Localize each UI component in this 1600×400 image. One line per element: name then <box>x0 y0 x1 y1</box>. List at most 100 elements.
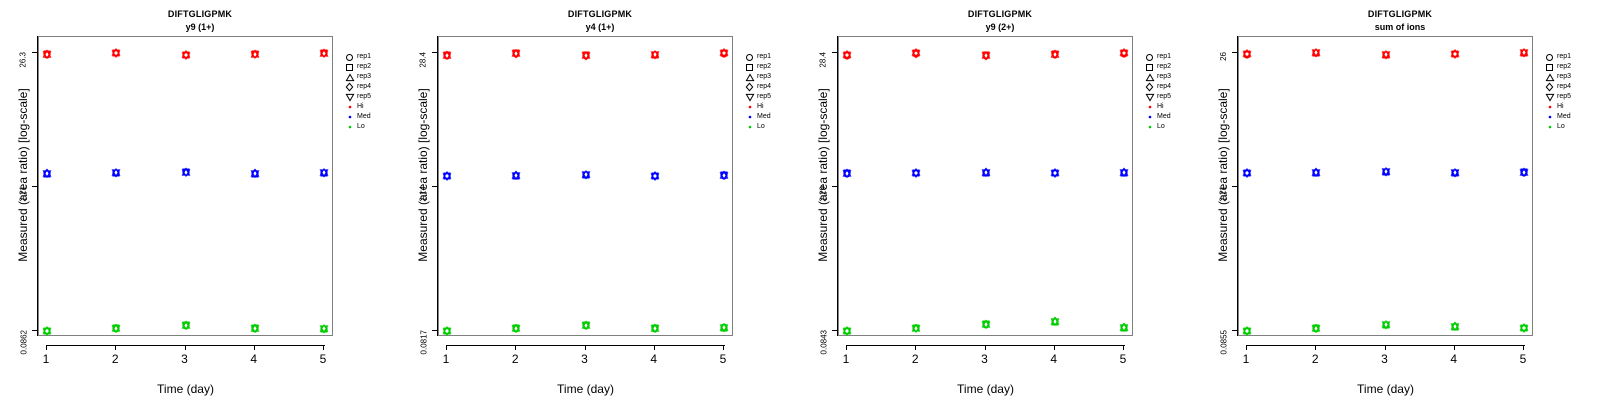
dot-icon <box>1144 122 1155 132</box>
x-tick-label: 1 <box>1242 352 1250 366</box>
plot-area <box>1238 36 1533 336</box>
x-axis-label: Time (day) <box>557 382 614 396</box>
data-point <box>1119 169 1129 178</box>
triangle-down-icon <box>1544 92 1555 102</box>
data-point <box>911 170 921 178</box>
diamond-icon <box>1544 82 1555 92</box>
y-axis-line <box>437 36 438 336</box>
x-axis-tick <box>1123 345 1124 350</box>
data-point <box>1519 325 1529 333</box>
dot-icon <box>1144 102 1155 112</box>
legend-item: rep5 <box>744 92 771 102</box>
square-icon <box>1544 62 1555 72</box>
y-tick-label: 26 <box>1219 52 1228 61</box>
y-tick-label: 0.0817 <box>419 330 428 355</box>
legend-item-label: Hi <box>757 103 764 110</box>
triangle-icon <box>1544 72 1555 82</box>
legend-item: Lo <box>1144 122 1171 132</box>
x-tick-label: 4 <box>1450 352 1458 366</box>
data-point <box>1050 170 1060 178</box>
dot-icon <box>744 122 755 132</box>
y-tick-mark <box>432 330 437 331</box>
data-point <box>1450 168 1460 176</box>
plot-area <box>438 36 733 336</box>
x-tick-label: 5 <box>319 352 327 366</box>
legend-item: Hi <box>1144 102 1171 112</box>
x-tick-label: 3 <box>581 352 588 366</box>
x-axis-line <box>846 345 1125 346</box>
panel-title: DIFTGLIGPMK <box>967 9 1033 19</box>
legend-item: rep1 <box>744 52 771 62</box>
data-point <box>842 327 852 336</box>
legend-item: rep3 <box>344 72 371 82</box>
x-axis-label: Time (day) <box>1357 382 1414 396</box>
panel-title: DIFTGLIGPMK <box>1367 9 1433 19</box>
diamond-icon <box>1144 82 1155 92</box>
data-point <box>911 323 921 332</box>
legend-item-label: rep2 <box>757 63 772 70</box>
x-axis-tick <box>1053 345 1055 350</box>
dot-icon <box>344 112 355 122</box>
data-point <box>1519 49 1529 58</box>
data-point <box>911 325 921 333</box>
legend-item: Lo <box>344 122 371 132</box>
data-point <box>1311 323 1321 332</box>
data-point <box>250 323 260 332</box>
chart-panel: DIFTGLIGPMK sum of ions Measured (area rat… <box>1200 0 1600 400</box>
data-point <box>842 168 852 177</box>
legend-item: rep4 <box>1144 82 1171 92</box>
legend-item-label: Lo <box>1557 123 1565 130</box>
data-point <box>42 326 52 334</box>
plot-area <box>38 36 333 336</box>
data-point <box>1381 321 1390 330</box>
data-point <box>650 323 660 332</box>
legend-item: Hi <box>344 102 371 112</box>
triangle-down-icon <box>344 92 355 102</box>
data-point <box>1119 167 1129 176</box>
diamond-icon <box>344 82 355 92</box>
data-point <box>842 52 852 61</box>
y-axis-label: Measured (area ratio) [log-scale] <box>416 88 430 262</box>
data-point <box>581 52 590 61</box>
x-axis-label: Time (day) <box>157 382 214 396</box>
legend-item-label: Med <box>1557 113 1571 120</box>
x-axis-tick <box>446 345 447 350</box>
legend-item-label: rep4 <box>357 83 372 90</box>
chart-panel: DIFTGLIGPMK y9 (2+) Measured (area ratio) … <box>800 0 1200 400</box>
legend-item: Med <box>744 112 771 122</box>
data-point <box>1050 49 1060 58</box>
y-axis-label: Measured (area ratio) [log-scale] <box>816 88 830 262</box>
data-point <box>581 50 590 59</box>
data-point <box>111 323 121 332</box>
data-point <box>319 169 329 178</box>
x-tick-label: 5 <box>1519 352 1527 366</box>
data-point <box>319 325 329 334</box>
legend-item: rep2 <box>744 62 771 72</box>
triangle-down-icon <box>744 92 755 102</box>
data-point <box>719 172 729 180</box>
data-point <box>1450 169 1460 178</box>
data-point <box>42 49 52 58</box>
data-point <box>42 51 52 59</box>
legend-item-label: Hi <box>1557 103 1564 110</box>
y-tick-mark <box>1232 186 1237 187</box>
data-point <box>1050 51 1060 59</box>
data-point <box>842 326 852 334</box>
circle-icon <box>344 52 355 62</box>
data-point <box>650 325 660 334</box>
y-tick-mark <box>32 186 37 187</box>
data-point <box>442 171 452 179</box>
legend-item: Hi <box>1544 102 1571 112</box>
data-point <box>650 171 660 179</box>
legend-item-label: rep1 <box>1557 53 1572 60</box>
x-tick-label: 3 <box>1381 352 1388 366</box>
x-axis-tick <box>846 345 847 350</box>
legend-item-label: Hi <box>1157 103 1164 110</box>
triangle-icon <box>344 72 355 82</box>
data-point <box>181 320 190 329</box>
data-point <box>181 169 190 177</box>
dot-icon <box>344 102 355 112</box>
x-axis-line <box>1246 345 1525 346</box>
data-point <box>1242 169 1252 178</box>
data-point <box>911 50 921 59</box>
